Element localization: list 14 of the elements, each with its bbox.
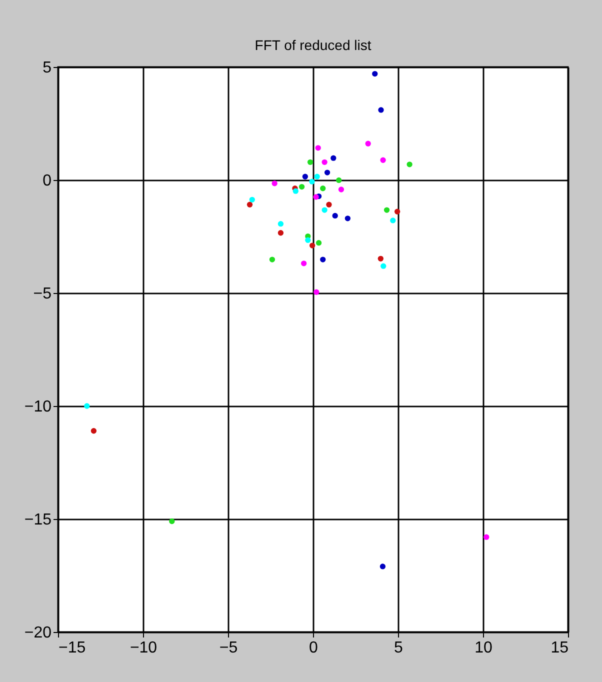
x-tick-label: −5 <box>219 640 238 656</box>
x-tick-label: −10 <box>130 640 158 656</box>
x-tick-label: 0 <box>309 640 318 656</box>
x-tick-label: 10 <box>474 640 492 656</box>
x-tick-label: −15 <box>58 640 86 656</box>
y-tick-label: 0 <box>42 172 52 190</box>
x-tick-label: 5 <box>394 640 404 656</box>
y-tick-label: −5 <box>33 286 52 302</box>
y-tick-label: 5 <box>42 60 52 76</box>
y-tick-label: −10 <box>24 398 52 416</box>
y-tick-label: −15 <box>24 512 52 528</box>
x-tick-label: 15 <box>550 640 569 656</box>
chart-title: FFT of reduced list <box>254 37 372 53</box>
y-tick-label: −20 <box>24 624 52 642</box>
